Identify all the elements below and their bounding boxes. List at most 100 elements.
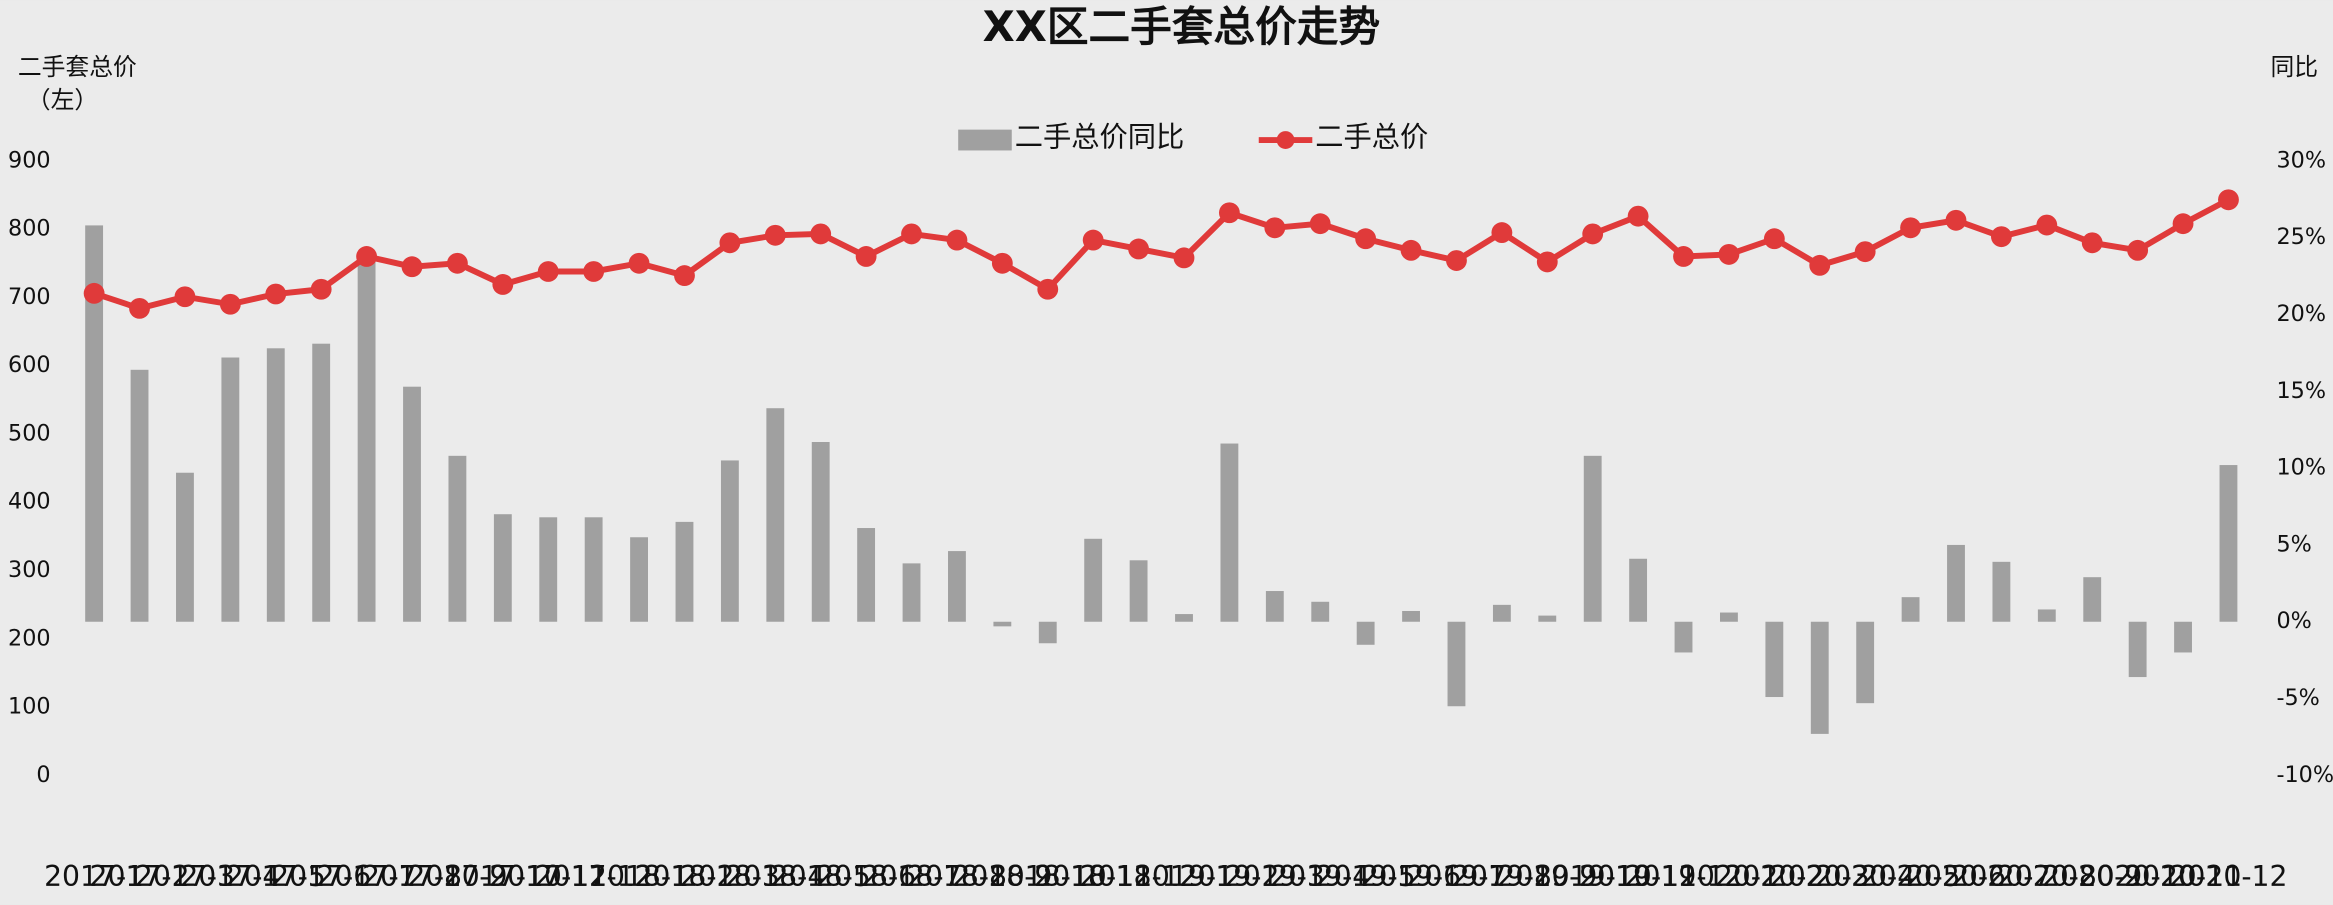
bar [1084,539,1102,622]
bar [2038,609,2056,621]
bar [1311,602,1329,622]
bar [1720,613,1738,622]
line-point [583,261,604,282]
line-point [2082,232,2103,253]
line-point [947,230,968,251]
legend-label: 二手总价同比 [1015,121,1185,154]
line-point [1310,213,1331,234]
bar [1402,611,1420,622]
line-point [1719,244,1740,265]
bar [1448,622,1466,706]
bar [131,370,149,622]
bar [630,537,648,621]
line-point [901,224,922,245]
bar [1947,545,1965,622]
bar [812,442,830,622]
y2-tick-label: 0% [2276,608,2311,634]
bar [1765,622,1783,697]
bar [1584,456,1602,622]
bar [2083,577,2101,622]
line-point [1037,279,1058,300]
y-tick-label: 800 [8,216,51,242]
line-point [2173,213,2194,234]
line-point [765,225,786,246]
line-point [1083,230,1104,251]
line-point [1764,228,1785,249]
line-point [311,279,332,300]
y-tick-label: 100 [8,694,51,720]
bar [1266,591,1284,622]
bar [1538,616,1556,622]
bar [857,528,875,622]
line-point [992,253,1013,274]
page: {"chart_data":{"type":"bar-line","title"… [0,0,2333,905]
bar [1811,622,1829,734]
legend-label: 二手总价 [1315,121,1428,154]
line-point [1174,247,1195,268]
line-point [538,261,559,282]
y-tick-label: 200 [8,625,51,651]
line-point [719,232,740,253]
line-point [402,256,423,277]
y-tick-label: 300 [8,557,51,583]
line-point [447,253,468,274]
bar [1039,622,1057,644]
bar [312,344,330,622]
y2-tick-label: 25% [2276,224,2326,250]
chart-title: XX区二手套总价走势 [983,2,1380,51]
bar [1357,622,1375,645]
y-tick-label: 500 [8,420,51,446]
y2-tick-label: 20% [2276,301,2326,327]
y2-tick-label: 15% [2276,378,2326,404]
line-point [1900,217,1921,238]
line-point [492,274,513,295]
line-point [1809,255,1830,276]
line-point [84,283,105,304]
bar [539,517,557,621]
y2-tick-label: 30% [2276,147,2326,173]
line-point [629,253,650,274]
line-point [2218,189,2239,210]
line-point [129,298,150,319]
bar [1675,622,1693,653]
bar [221,358,239,622]
bar [358,255,376,622]
bar [1629,559,1647,622]
line-point [856,246,877,267]
bar [993,622,1011,627]
line-point [220,294,241,315]
bar [676,522,694,622]
bar [585,517,603,621]
line-point [356,246,377,267]
bar [448,456,466,622]
y2-tick-label: -5% [2276,685,2319,711]
bar [1130,560,1148,621]
bar [1220,444,1238,622]
bar [721,460,739,621]
x-tick-label: 2020-12 [2169,860,2287,893]
bar [948,551,966,622]
legend-swatch [1277,131,1295,149]
bar [903,563,921,621]
y2-tick-label: 5% [2276,531,2311,557]
bar [2174,622,2192,653]
bar [1992,562,2010,622]
line-point [1264,217,1285,238]
y-tick-label: 900 [8,147,51,173]
y-tick-label: 0 [36,762,50,788]
bar [267,348,285,621]
bar [494,514,512,622]
bar [1493,605,1511,622]
y2-axis-label: 同比 [2271,53,2319,81]
line-point [674,265,695,286]
line-point [1446,250,1467,271]
line-point [1855,241,1876,262]
legend-swatch [958,130,1012,151]
line-point [810,224,831,245]
bar [403,387,421,622]
chart: XX区二手套总价走势 二手套总价 （左） 同比 0100200300400500… [0,0,2333,905]
line-point [1537,252,1558,273]
y-tick-label: 400 [8,489,51,515]
bar [2220,465,2238,622]
y2-tick-label: 10% [2276,455,2326,481]
